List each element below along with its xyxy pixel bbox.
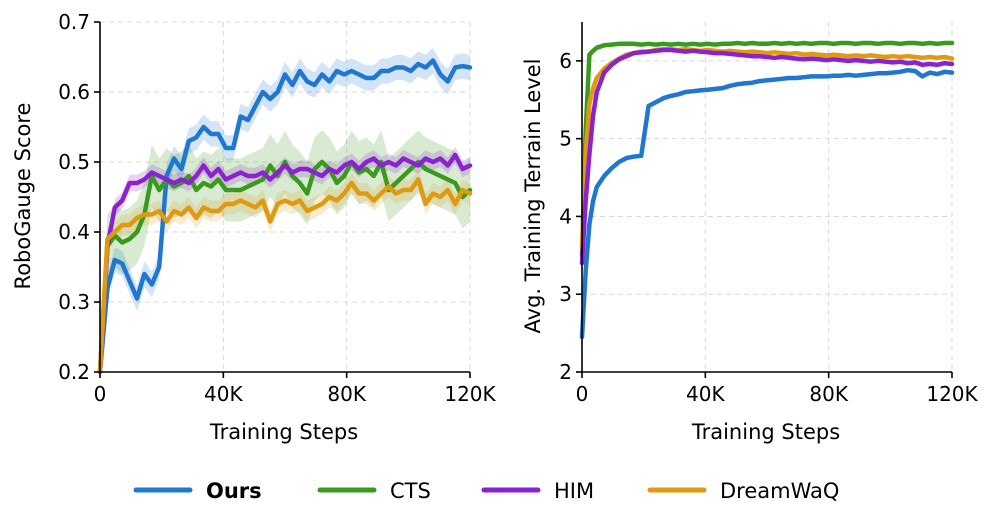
x-axis-label-right: Training Steps: [691, 420, 840, 444]
series-line-cts: [579, 40, 955, 258]
legend-item-cts: CTS: [317, 479, 431, 503]
bands-left: [100, 47, 470, 373]
y-axis-label-left: RoboGauge Score: [11, 103, 35, 290]
band-ours: [582, 68, 952, 339]
legend-item-ours: Ours: [133, 479, 262, 503]
band-ours: [100, 47, 470, 373]
y-tick-label: 5: [559, 127, 572, 151]
axes-right: [581, 22, 952, 373]
legend-label-dreamwaq: DreamWaQ: [720, 479, 839, 503]
y-tick-label: 4: [559, 204, 572, 228]
series-line-him: [97, 152, 473, 375]
x-tick-label: 80K: [327, 382, 366, 406]
legend-label-cts: CTS: [390, 479, 431, 503]
band-dreamwaq: [100, 169, 470, 372]
y-axis-label-right: Avg. Training Terrain Level: [521, 59, 545, 334]
series-line-ours: [97, 58, 473, 375]
x-tick-label: 0: [94, 382, 107, 406]
y-tick-label: 6: [559, 49, 572, 73]
series-line-him: [579, 47, 955, 266]
legend-label-ours: Ours: [206, 479, 262, 503]
x-tick-label: 40K: [686, 382, 725, 406]
legend-item-dreamwaq: DreamWaQ: [647, 479, 839, 503]
lines-left: [97, 58, 473, 375]
band-cts: [100, 130, 470, 372]
panel-robogauge-score: 0 40K 80K 120K 0.2 0.3 0.4 0.5 0.6 0.7 Training S…: [11, 10, 497, 444]
band-him: [100, 146, 470, 372]
x-axis-label-left: Training Steps: [209, 420, 358, 444]
y-tick-label: 0.2: [58, 360, 90, 384]
series-line-dreamwaq: [97, 177, 473, 375]
ticks-right: 0 40K 80K 120K 2 3 4 5 6: [559, 49, 978, 406]
legend: Ours CTS HIM DreamWaQ: [133, 479, 839, 503]
legend-label-him: HIM: [554, 479, 594, 503]
x-tick-label: 120K: [926, 382, 978, 406]
y-tick-label: 0.5: [58, 150, 90, 174]
y-tick-label: 0.4: [58, 220, 90, 244]
x-tick-label: 0: [576, 382, 589, 406]
series-line-ours: [579, 67, 955, 340]
y-tick-label: 3: [559, 282, 572, 306]
legend-item-him: HIM: [481, 479, 594, 503]
x-tick-label: 40K: [204, 382, 243, 406]
series-line-cts: [97, 159, 473, 375]
y-tick-label: 0.7: [58, 10, 90, 34]
x-tick-label: 80K: [809, 382, 848, 406]
axes-left: [99, 22, 470, 373]
x-tick-label: 120K: [444, 382, 496, 406]
ticks-left: 0 40K 80K 120K 0.2 0.3 0.4 0.5 0.6 0.7: [58, 10, 496, 406]
grid-right: [582, 22, 953, 372]
panel-terrain-level: 0 40K 80K 120K 2 3 4 5 6 Training Steps Avg. Tra…: [521, 22, 979, 444]
y-tick-label: 0.6: [58, 80, 90, 104]
y-tick-label: 0.3: [58, 290, 90, 314]
lines-right: [579, 40, 955, 340]
y-tick-label: 2: [559, 360, 572, 384]
